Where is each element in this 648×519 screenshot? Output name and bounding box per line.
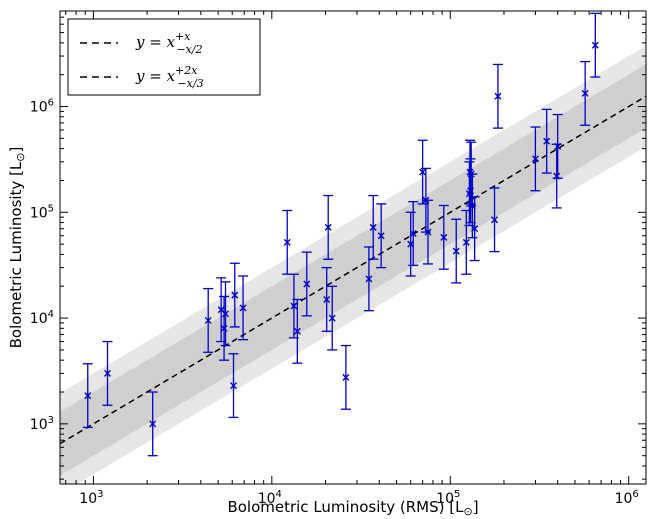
data-point xyxy=(238,275,249,341)
data-point xyxy=(292,298,303,364)
data-point xyxy=(408,201,419,267)
data-point xyxy=(229,262,240,328)
point-marker-b xyxy=(290,302,298,310)
point-marker-b xyxy=(471,225,479,233)
data-point xyxy=(321,266,332,332)
data-point xyxy=(489,187,500,253)
point-marker-b xyxy=(581,89,589,97)
point-marker-b xyxy=(554,142,562,150)
data-point xyxy=(417,139,428,205)
y-tick-label: 103 xyxy=(30,415,54,433)
legend: y = x+x −x/2 y = x+2x −x/3 xyxy=(67,18,261,96)
point-marker-b xyxy=(531,155,539,163)
data-point xyxy=(461,209,472,275)
data-point xyxy=(376,203,387,269)
point-marker-b xyxy=(293,327,301,335)
legend-entry-1-sub: −x/2 xyxy=(176,43,202,56)
point-marker-b xyxy=(303,280,311,288)
point-marker-b xyxy=(543,137,551,145)
point-marker-b xyxy=(104,369,112,377)
data-point xyxy=(530,126,541,192)
x-tick-label: 106 xyxy=(615,489,639,507)
data-point xyxy=(82,363,93,429)
x-tick-label: 105 xyxy=(436,489,460,507)
data-point xyxy=(469,196,480,262)
point-marker-b xyxy=(324,223,332,231)
data-point xyxy=(552,113,563,179)
y-axis-label: Bolometric Luminosity [L⊙] xyxy=(7,147,27,349)
point-marker-b xyxy=(84,392,92,400)
point-marker-b xyxy=(342,373,350,381)
data-point xyxy=(422,199,433,265)
point-marker-b xyxy=(222,310,229,318)
point-marker-b xyxy=(419,168,427,176)
point-marker-b xyxy=(365,275,373,283)
point-marker-b xyxy=(424,228,432,236)
data-point xyxy=(363,246,374,312)
data-point xyxy=(368,194,379,260)
legend-entry-2: y = x+2x −x/3 xyxy=(135,64,204,90)
point-marker-b xyxy=(369,223,377,231)
data-point xyxy=(492,63,503,129)
y-tick-label: 106 xyxy=(30,98,54,116)
x-tick-label: 104 xyxy=(258,489,282,507)
point-marker-b xyxy=(149,420,157,428)
data-point xyxy=(590,12,601,78)
legend-entry-2-sub: −x/3 xyxy=(177,77,203,90)
data-point xyxy=(323,194,334,260)
legend-entry-1-sup: +x xyxy=(175,30,191,43)
data-points xyxy=(82,12,601,457)
point-marker-b xyxy=(323,295,331,303)
x-axis-sun-symbol: ⊙ xyxy=(463,505,472,518)
data-point xyxy=(327,285,338,351)
data-point xyxy=(340,344,351,410)
y-tick-label: 105 xyxy=(30,203,54,221)
point-marker-b xyxy=(239,304,247,312)
point-marker-b xyxy=(328,314,336,322)
tick-labels: 103 104 105 106 103 104 105 106 xyxy=(30,98,639,507)
one-to-one-line xyxy=(60,95,646,445)
fit-line-group xyxy=(60,95,646,445)
point-marker-b xyxy=(231,291,239,299)
point-marker-b xyxy=(452,247,460,255)
data-point xyxy=(203,287,214,353)
axis-ticks xyxy=(60,10,646,484)
data-point xyxy=(147,391,158,457)
data-point xyxy=(301,251,312,317)
point-marker-b xyxy=(591,41,599,49)
point-marker-b xyxy=(409,230,417,238)
data-point xyxy=(580,60,591,126)
point-marker-b xyxy=(462,238,470,246)
data-point xyxy=(438,204,449,270)
legend-box xyxy=(67,18,261,96)
data-point xyxy=(102,340,113,406)
data-point xyxy=(228,353,239,419)
x-axis-label: Bolometric Luminosity (RMS) [L⊙] xyxy=(227,498,478,518)
point-marker-b xyxy=(440,233,448,241)
point-marker-b xyxy=(230,382,238,390)
point-marker-b xyxy=(491,216,499,224)
data-point xyxy=(541,108,552,174)
point-marker-b xyxy=(204,316,212,324)
point-marker-b xyxy=(217,306,225,314)
legend-entry-1: y = x+x −x/2 xyxy=(135,30,203,56)
point-marker-b xyxy=(377,232,385,240)
y-tick-label: 104 xyxy=(30,309,54,327)
plot-frame xyxy=(59,10,647,485)
point-marker-b xyxy=(283,238,291,246)
data-point xyxy=(220,281,231,347)
legend-entry-2-sup: +2x xyxy=(175,64,198,77)
data-point xyxy=(451,218,462,284)
y-axis-sun-symbol: ⊙ xyxy=(14,152,27,161)
x-tick-label: 103 xyxy=(79,489,103,507)
point-marker-b xyxy=(494,92,502,100)
